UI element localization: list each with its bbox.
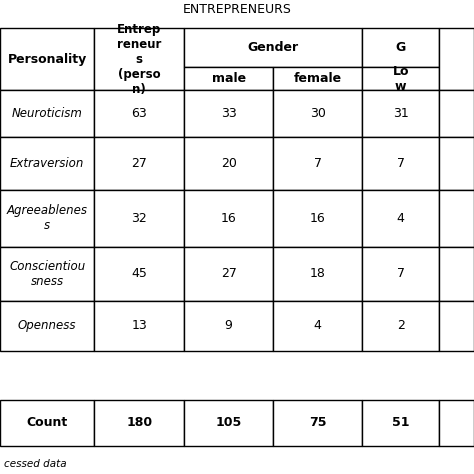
Bar [184,246,273,301]
Text: 7: 7 [313,157,321,170]
Bar [273,91,362,137]
Text: 27: 27 [220,267,237,280]
Bar [184,91,273,137]
Text: 32: 32 [131,212,147,225]
Bar [94,91,184,137]
Text: 31: 31 [393,108,409,120]
Bar [439,301,474,351]
Bar [0,28,94,91]
Text: 9: 9 [225,319,233,332]
Bar [94,301,184,351]
Text: G: G [396,41,406,54]
Bar [362,91,439,137]
Bar [0,246,94,301]
Text: 2: 2 [397,319,405,332]
Bar [362,67,439,91]
Bar [273,246,362,301]
Text: 27: 27 [131,157,147,170]
Bar [0,137,94,190]
Bar [94,137,184,190]
Bar [439,91,474,137]
Bar [273,400,362,446]
Text: 180: 180 [126,416,152,429]
Bar [273,190,362,246]
Bar [184,400,273,446]
Text: Agreeablenes
s: Agreeablenes s [7,204,88,232]
Bar [184,28,362,67]
Bar [94,246,184,301]
Text: 13: 13 [131,319,147,332]
Bar [362,301,439,351]
Bar [184,301,273,351]
Bar [184,67,273,91]
Text: cessed data: cessed data [4,459,66,469]
Text: 7: 7 [397,267,405,280]
Text: Gender: Gender [247,41,299,54]
Bar [94,400,184,446]
Bar [439,400,474,446]
Bar [439,137,474,190]
Text: 20: 20 [220,157,237,170]
Text: 33: 33 [221,108,237,120]
Text: 18: 18 [310,267,326,280]
Bar [273,67,362,91]
Text: ENTREPRENEURS: ENTREPRENEURS [182,3,292,16]
Bar [439,190,474,246]
Text: Conscientiou
sness: Conscientiou sness [9,260,85,288]
Text: 30: 30 [310,108,326,120]
Text: 51: 51 [392,416,410,429]
Bar [273,137,362,190]
Text: Count: Count [27,416,68,429]
Bar [184,137,273,190]
Bar [94,28,184,91]
Bar [273,301,362,351]
Bar [362,28,439,67]
Text: 105: 105 [216,416,242,429]
Bar [439,246,474,301]
Text: male: male [211,73,246,85]
Bar [94,190,184,246]
Text: Lo
w: Lo w [392,65,409,93]
Text: 7: 7 [397,157,405,170]
Text: Openness: Openness [18,319,76,332]
Text: 45: 45 [131,267,147,280]
Bar [0,190,94,246]
Bar [362,190,439,246]
Bar [184,190,273,246]
Bar [362,137,439,190]
Text: 4: 4 [397,212,405,225]
Text: 16: 16 [310,212,326,225]
Bar [362,400,439,446]
Text: 75: 75 [309,416,326,429]
Text: 16: 16 [221,212,237,225]
Bar [0,91,94,137]
Text: Entrep
reneur
s
(perso
n): Entrep reneur s (perso n) [117,23,161,96]
Text: Personality: Personality [8,53,87,66]
Text: 4: 4 [314,319,321,332]
Text: Extraversion: Extraversion [10,157,84,170]
Bar [0,400,94,446]
Bar [0,301,94,351]
Text: female: female [293,73,342,85]
Text: 63: 63 [131,108,147,120]
Bar [439,28,474,91]
Text: Neuroticism: Neuroticism [12,108,82,120]
Bar [362,246,439,301]
